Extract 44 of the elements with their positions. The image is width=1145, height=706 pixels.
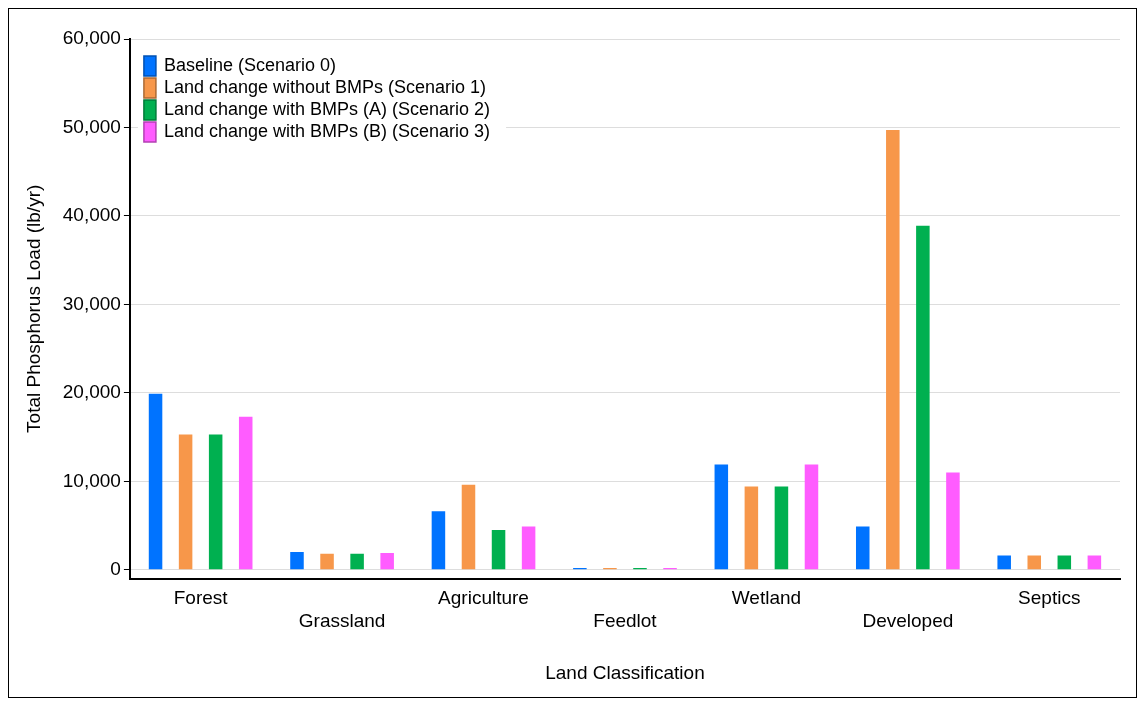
legend-label: Land change with BMPs (A) (Scenario 2) (163, 98, 491, 119)
bar (855, 526, 870, 570)
y-tick-label: 10,000 (62, 469, 121, 491)
x-tick-label: Grassland (298, 610, 386, 632)
y-tick-label: 0 (110, 557, 121, 579)
y-tick-label: 60,000 (62, 27, 121, 49)
bar (714, 464, 729, 570)
bar (178, 434, 193, 570)
bar (886, 130, 900, 570)
bar (238, 416, 253, 570)
bar (804, 464, 819, 570)
bar (1057, 555, 1072, 570)
x-tick-label: Wetland (731, 587, 802, 609)
x-tick-label: Forest (173, 587, 229, 609)
bar (290, 552, 304, 570)
bar (1027, 555, 1042, 570)
bar (491, 529, 506, 570)
bar (916, 225, 930, 570)
bar (431, 511, 446, 570)
bar (774, 486, 789, 570)
y-tick-label: 30,000 (62, 292, 121, 314)
bar (380, 552, 394, 570)
bar (320, 553, 334, 570)
y-tick-label: 40,000 (62, 204, 121, 226)
y-tick-label: 20,000 (62, 381, 121, 403)
legend-label: Land change without BMPs (Scenario 1) (163, 76, 487, 97)
x-tick-label: Developed (862, 610, 954, 632)
bar (148, 393, 163, 570)
bar (208, 434, 223, 570)
x-tick-label: Agriculture (438, 587, 529, 609)
x-tick-label: Septics (1018, 587, 1081, 609)
y-axis-title: Total Phosphorus Load (lb/yr) (22, 184, 44, 433)
legend-label: Baseline (Scenario 0) (163, 54, 337, 75)
legend-label: Land change with BMPs (B) (Scenario 3) (163, 120, 491, 141)
bar (350, 553, 364, 570)
x-axis-title: Land Classification (545, 661, 705, 683)
bar (744, 486, 759, 570)
x-tick-label: Feedlot (593, 610, 658, 632)
bar (461, 484, 476, 570)
y-tick-label: 50,000 (62, 115, 121, 137)
bar (997, 555, 1011, 570)
bar (1087, 555, 1102, 570)
bar (946, 472, 960, 570)
bar (521, 526, 536, 570)
